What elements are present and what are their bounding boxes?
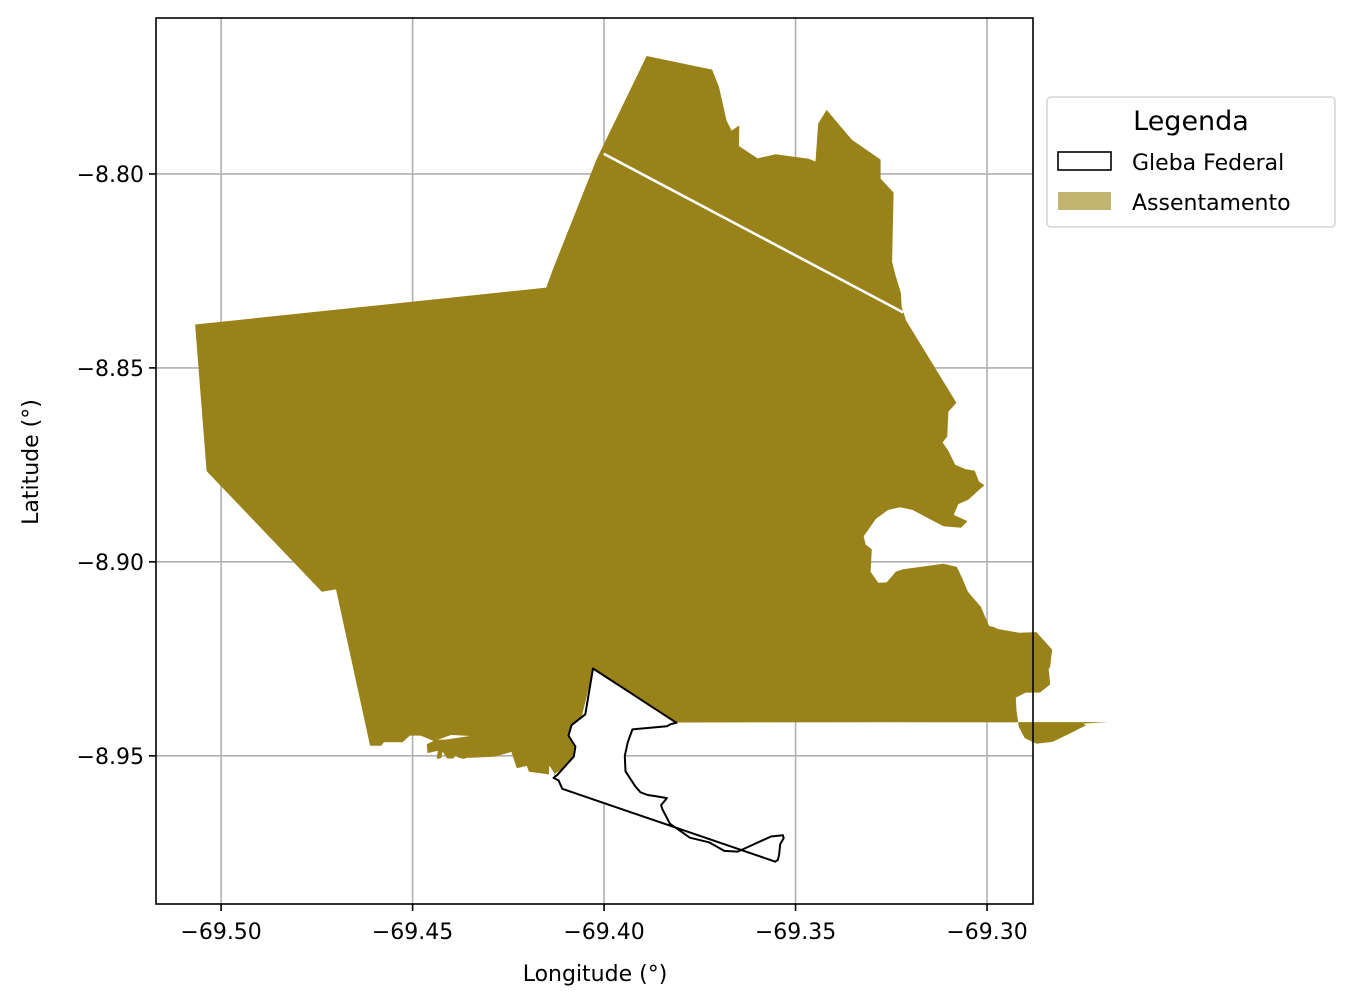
legend-frame: [1046, 96, 1336, 228]
y-tick-label: −8.85: [77, 357, 144, 382]
x-tick-label: −69.45: [372, 920, 453, 945]
plot-frame: [155, 17, 1034, 905]
y-tick-label: −8.95: [77, 745, 144, 770]
legend-title: Legenda: [1133, 106, 1249, 137]
assentamento-polygon: [195, 56, 1109, 778]
y-axis-label: Latitude (°): [19, 399, 44, 525]
assentamento-internal-line: [603, 152, 904, 314]
gleba-federal-legend-label: Gleba Federal: [1132, 151, 1284, 176]
x-tick-label: −69.35: [755, 920, 836, 945]
y-tick-label: −8.90: [77, 551, 144, 576]
legend: Legenda Gleba Federal Assentamento: [1046, 96, 1336, 228]
gleba-federal-legend-swatch: [1057, 151, 1112, 171]
plot-area: [155, 17, 1109, 905]
x-axis-label: Longitude (°): [523, 962, 668, 987]
x-tick-label: −69.30: [946, 920, 1027, 945]
assentamento-legend-label: Assentamento: [1132, 191, 1291, 216]
x-tick-label: −69.50: [180, 920, 261, 945]
y-tick-label: −8.80: [77, 163, 144, 188]
y-axis: −8.80 −8.85 −8.90 −8.95: [77, 163, 156, 770]
map-features: [195, 56, 1109, 863]
x-tick-label: −69.40: [563, 920, 644, 945]
assentamento-legend-swatch: [1058, 192, 1111, 210]
x-axis: −69.50 −69.45 −69.40 −69.35 −69.30: [180, 904, 1028, 945]
gleba-federal-polygon: [552, 667, 785, 863]
